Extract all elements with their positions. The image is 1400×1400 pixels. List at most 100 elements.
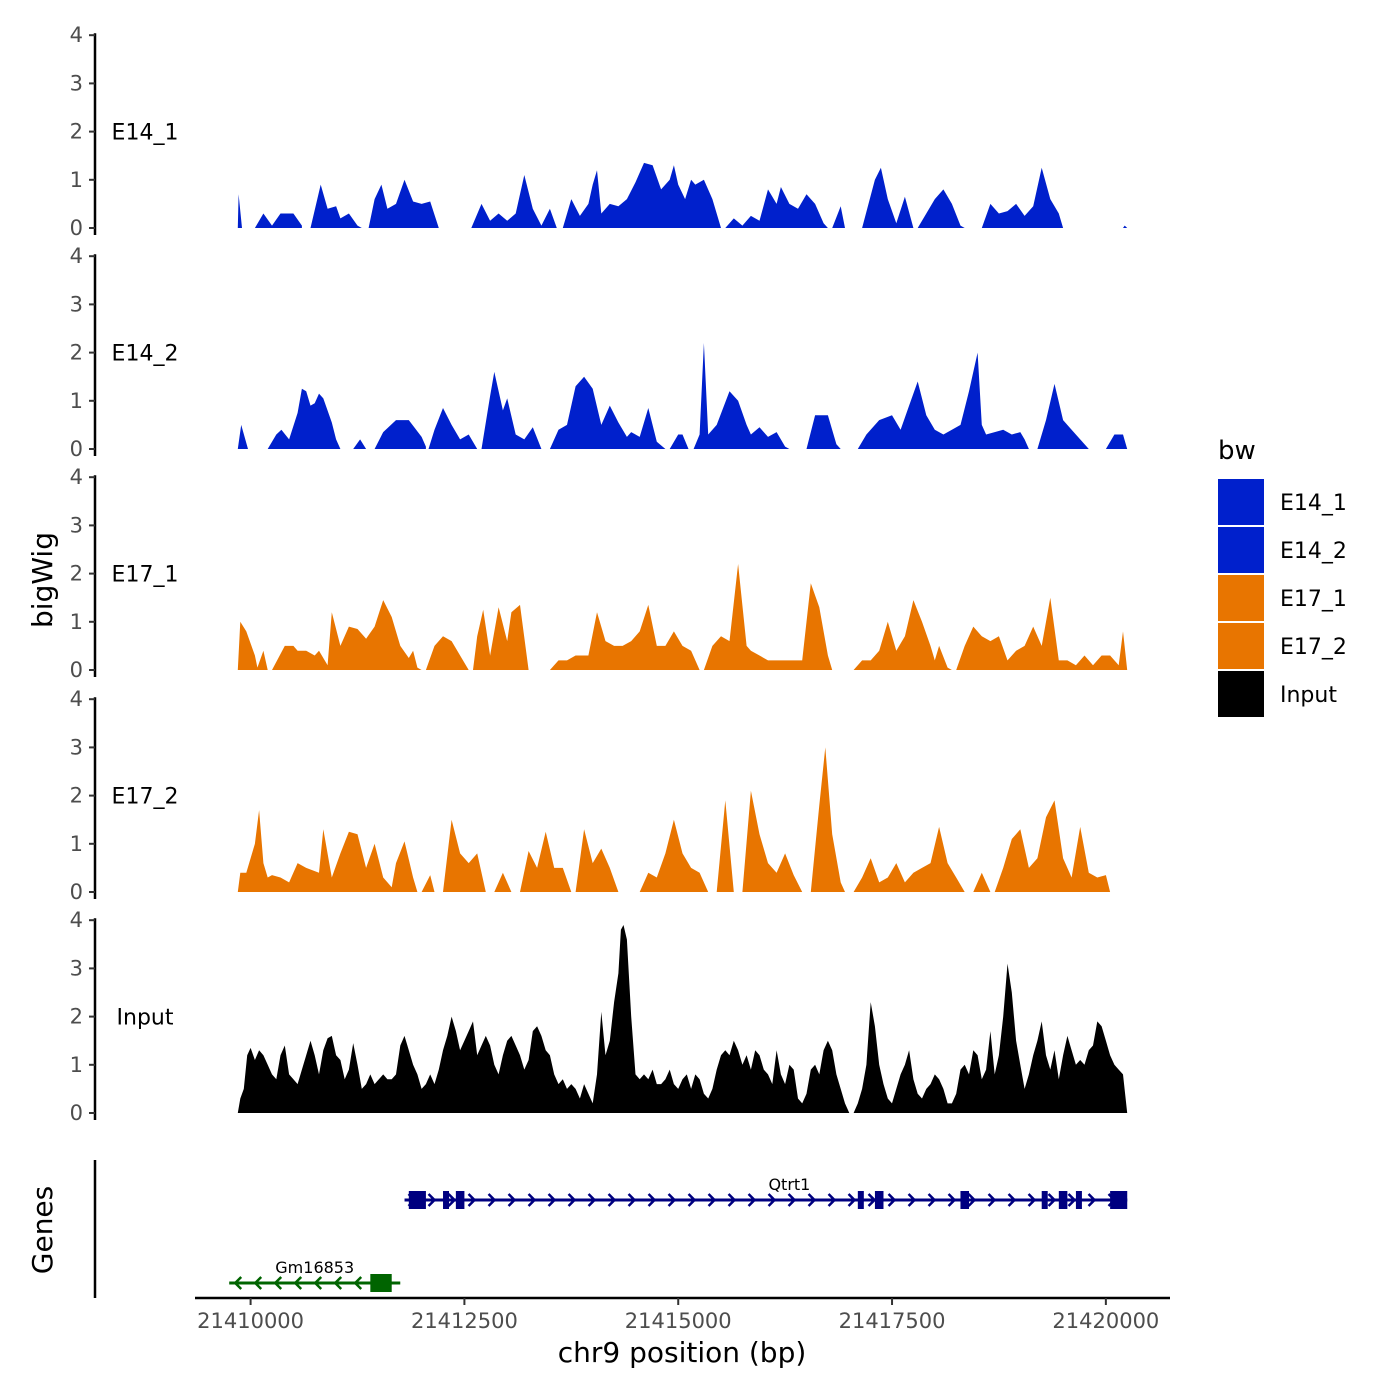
- x-tick-label: 21420000: [1052, 1309, 1159, 1333]
- x-axis-title: chr9 position (bp): [558, 1336, 807, 1369]
- exon: [1075, 1191, 1082, 1209]
- bigwig-tracks: 0 1 2 3 4 E14_1 0 1 2 3 4 E14_2 0 1 2 3 4 E17_1 0 1 2 3 4 E17_2…: [70, 23, 1128, 1125]
- strand-arrow: [767, 1193, 777, 1207]
- exon: [455, 1191, 465, 1209]
- exon: [443, 1191, 450, 1209]
- y-tick-label: 0: [70, 437, 83, 461]
- strand-arrow: [787, 1193, 797, 1207]
- exon: [857, 1191, 864, 1209]
- y-tick-label: 0: [70, 1101, 83, 1125]
- gene-qtrt1: Qtrt1: [404, 1175, 1128, 1209]
- legend-swatch: [1218, 479, 1264, 525]
- strand-arrow: [507, 1193, 517, 1207]
- strand-arrow: [427, 1193, 437, 1207]
- exon: [370, 1274, 392, 1292]
- track-e17-1: 0 1 2 3 4 E17_1: [70, 465, 1128, 682]
- strand-arrow: [1027, 1193, 1037, 1207]
- track-input: 0 1 2 3 4 Input: [70, 908, 1128, 1125]
- strand-arrow: [487, 1193, 497, 1207]
- gene-label: Qtrt1: [768, 1175, 810, 1194]
- strand-arrow: [273, 1276, 283, 1290]
- x-tick-label: 21410000: [197, 1309, 304, 1333]
- signal-area: [237, 747, 1111, 892]
- exon: [1110, 1191, 1128, 1209]
- exon: [408, 1191, 426, 1209]
- strand-arrow: [667, 1193, 677, 1207]
- strand-arrow: [687, 1193, 697, 1207]
- exon: [1041, 1191, 1048, 1209]
- strand-arrow: [887, 1193, 897, 1207]
- track-e14-1: 0 1 2 3 4 E14_1: [70, 23, 1128, 240]
- y-tick-label: 4: [70, 908, 83, 932]
- track-e14-2: 0 1 2 3 4 E14_2: [70, 244, 1128, 461]
- x-tick-label: 21412500: [411, 1309, 518, 1333]
- signal-area: [237, 162, 1128, 228]
- strand-arrow: [647, 1193, 657, 1207]
- track-label: Input: [117, 1006, 174, 1031]
- y-tick-label: 3: [70, 513, 83, 537]
- y-tick-label: 1: [70, 1053, 83, 1077]
- y-tick-label: 0: [70, 658, 83, 682]
- gene-label: Gm16853: [275, 1258, 354, 1277]
- y-tick-label: 2: [70, 341, 83, 365]
- strand-arrow: [467, 1193, 477, 1207]
- strand-arrow: [293, 1276, 303, 1290]
- strand-arrow: [1067, 1193, 1077, 1207]
- y-tick-label: 0: [70, 216, 83, 240]
- strand-arrow: [987, 1193, 997, 1207]
- exon: [1058, 1191, 1068, 1209]
- y-tick-label: 2: [70, 120, 83, 144]
- track-label: E17_1: [112, 563, 179, 588]
- signal-area: [237, 564, 1128, 670]
- legend-swatch: [1218, 575, 1264, 621]
- y-tick-label: 4: [70, 687, 83, 711]
- strand-arrow: [807, 1193, 817, 1207]
- exon: [874, 1191, 884, 1209]
- legend-label: E14_1: [1280, 491, 1347, 516]
- strand-arrow: [547, 1193, 557, 1207]
- strand-arrow: [527, 1193, 537, 1207]
- track-label: E14_1: [112, 121, 179, 146]
- y-tick-label: 3: [70, 71, 83, 95]
- strand-arrow: [1087, 1193, 1097, 1207]
- legend: bw E14_1 E14_2 E17_1 E17_2 Input: [1218, 436, 1347, 717]
- y-tick-label: 2: [70, 1005, 83, 1029]
- y-tick-label: 1: [70, 389, 83, 413]
- y-axis-title: bigWig: [26, 532, 59, 628]
- strand-arrow: [587, 1193, 597, 1207]
- y-tick-label: 0: [70, 880, 83, 904]
- genes-track: Qtrt1 Gm16853: [93, 1160, 1128, 1298]
- legend-label: E14_2: [1280, 539, 1347, 564]
- strand-arrow: [867, 1193, 877, 1207]
- y-tick-label: 1: [70, 610, 83, 634]
- strand-arrow: [313, 1276, 323, 1290]
- legend-label: E17_2: [1280, 635, 1347, 660]
- track-e17-2: 0 1 2 3 4 E17_2: [70, 687, 1111, 904]
- y-tick-label: 2: [70, 562, 83, 586]
- strand-arrow: [847, 1193, 857, 1207]
- strand-arrow: [333, 1276, 343, 1290]
- strand-arrow: [927, 1193, 937, 1207]
- legend-title: bw: [1218, 436, 1256, 466]
- legend-label: E17_1: [1280, 587, 1347, 612]
- legend-swatch: [1218, 671, 1264, 717]
- y-tick-label: 2: [70, 784, 83, 808]
- legend-label: Input: [1280, 683, 1337, 708]
- strand-arrow: [627, 1193, 637, 1207]
- strand-arrow: [447, 1193, 457, 1207]
- signal-area: [237, 925, 1128, 1113]
- strand-arrow: [727, 1193, 737, 1207]
- strand-arrow: [907, 1193, 917, 1207]
- strand-arrow: [233, 1276, 243, 1290]
- y-tick-label: 3: [70, 292, 83, 316]
- track-label: E17_2: [112, 785, 179, 810]
- signal-area: [237, 343, 1128, 449]
- y-tick-label: 1: [70, 168, 83, 192]
- x-tick-label: 21417500: [839, 1309, 946, 1333]
- gene-gm16853: Gm16853: [229, 1258, 401, 1292]
- strand-arrow: [707, 1193, 717, 1207]
- y-tick-label: 1: [70, 832, 83, 856]
- legend-swatch: [1218, 527, 1264, 573]
- strand-arrow: [947, 1193, 957, 1207]
